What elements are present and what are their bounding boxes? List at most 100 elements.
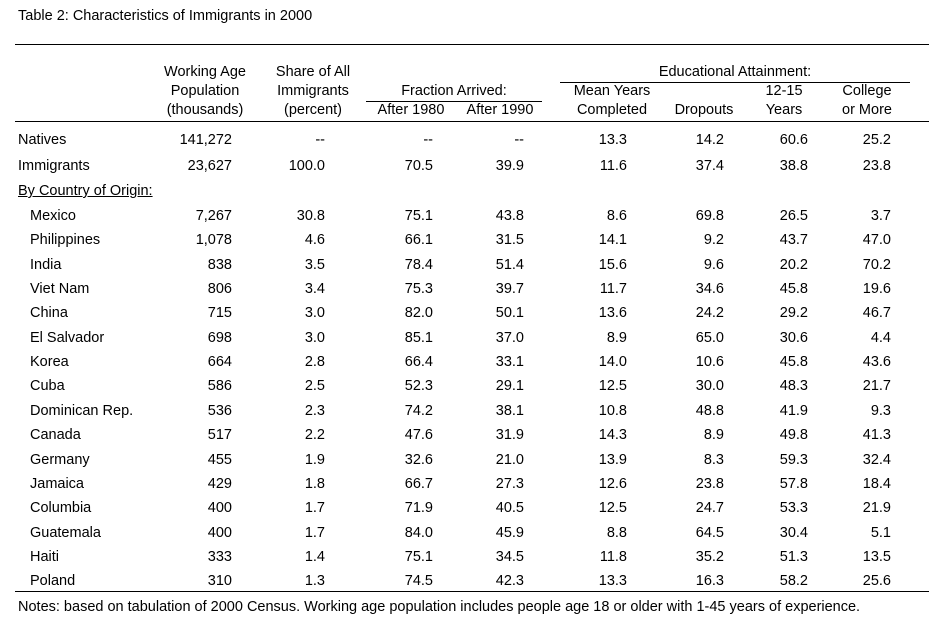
cell-college-or-more: 5.1: [870, 525, 891, 541]
cell-dropouts: 16.3: [695, 573, 724, 589]
cell-dropouts: 69.8: [695, 208, 724, 224]
cell-share-of-immigrants: 30.8: [296, 208, 325, 224]
header-after-1990: After 1990: [466, 102, 534, 118]
cell-college-or-more: 13.5: [862, 549, 891, 565]
cell-working-age-population: 1,078: [195, 232, 232, 248]
row-label: Philippines: [30, 232, 101, 248]
header-line: Years: [765, 102, 803, 118]
cell-arrived-after-1990: 39.7: [495, 281, 524, 297]
cell-college-or-more: 21.9: [862, 500, 891, 516]
cell-college-or-more: 9.3: [870, 403, 891, 419]
cell-years-12-15: 59.3: [779, 452, 808, 468]
cell-arrived-after-1980: 47.6: [404, 427, 433, 443]
cell-years-12-15: 60.6: [779, 132, 808, 148]
header-fraction-group: Fraction Arrived:: [401, 83, 507, 99]
cell-dropouts: 37.4: [695, 158, 724, 174]
cell-dropouts: 9.6: [703, 257, 724, 273]
cell-college-or-more: 19.6: [862, 281, 891, 297]
cell-working-age-population: 400: [207, 500, 232, 516]
row-label: Guatemala: [30, 525, 101, 541]
cell-mean-years-completed: 14.0: [598, 354, 627, 370]
header-line: (percent): [283, 102, 343, 118]
cell-mean-years-completed: 14.1: [598, 232, 627, 248]
cell-mean-years-completed: 8.6: [606, 208, 627, 224]
cell-mean-years-completed: 15.6: [598, 257, 627, 273]
cell-years-12-15: 29.2: [779, 305, 808, 321]
cell-arrived-after-1980: 74.5: [404, 573, 433, 589]
cell-working-age-population: 455: [207, 452, 232, 468]
cell-arrived-after-1990: 45.9: [495, 525, 524, 541]
row-label: El Salvador: [30, 330, 105, 346]
cell-years-12-15: 38.8: [779, 158, 808, 174]
cell-share-of-immigrants: 2.5: [304, 378, 325, 394]
header-edu-group: Educational Attainment:: [658, 64, 812, 80]
cell-mean-years-completed: 11.8: [599, 549, 627, 565]
cell-mean-years-completed: 13.3: [598, 573, 627, 589]
cell-arrived-after-1990: 43.8: [495, 208, 524, 224]
cell-arrived-after-1980: --: [423, 132, 433, 148]
cell-share-of-immigrants: 2.3: [304, 403, 325, 419]
cell-share-of-immigrants: 100.0: [288, 158, 325, 174]
cell-years-12-15: 49.8: [779, 427, 808, 443]
header-dropouts: Dropouts: [674, 102, 734, 118]
cell-college-or-more: 46.7: [862, 305, 891, 321]
cell-arrived-after-1990: 29.1: [495, 378, 524, 394]
header-working-age: Working Age Population (thousands): [150, 63, 260, 120]
cell-years-12-15: 30.6: [779, 330, 808, 346]
cell-years-12-15: 26.5: [779, 208, 808, 224]
cell-arrived-after-1990: 42.3: [495, 573, 524, 589]
cell-share-of-immigrants: 4.6: [304, 232, 325, 248]
header-college: College or More: [824, 82, 910, 120]
header-share: Share of All Immigrants (percent): [258, 63, 368, 120]
cell-working-age-population: 517: [207, 427, 232, 443]
cell-mean-years-completed: 10.8: [598, 403, 627, 419]
cell-arrived-after-1980: 52.3: [404, 378, 433, 394]
fraction-group-rule: [366, 101, 542, 102]
edu-group-rule: [560, 82, 910, 83]
cell-working-age-population: 7,267: [195, 208, 232, 224]
header-12-15-years: 12-15 Years: [744, 82, 824, 120]
row-label: Natives: [18, 132, 67, 148]
header-line: 12-15: [765, 83, 803, 99]
cell-arrived-after-1980: 66.1: [404, 232, 433, 248]
cell-arrived-after-1980: 75.1: [404, 549, 433, 565]
row-label: Haiti: [30, 549, 60, 565]
cell-share-of-immigrants: 3.0: [304, 330, 325, 346]
top-rule: [15, 44, 929, 45]
cell-share-of-immigrants: 1.7: [304, 500, 325, 516]
cell-years-12-15: 41.9: [779, 403, 808, 419]
header-line: Working Age: [164, 64, 246, 80]
cell-mean-years-completed: 13.3: [598, 132, 627, 148]
cell-arrived-after-1990: 31.9: [495, 427, 524, 443]
cell-working-age-population: 141,272: [179, 132, 232, 148]
cell-share-of-immigrants: 1.4: [304, 549, 325, 565]
cell-dropouts: 64.5: [695, 525, 724, 541]
cell-arrived-after-1980: 85.1: [404, 330, 433, 346]
row-label: India: [30, 257, 62, 273]
row-label: Columbia: [30, 500, 92, 516]
cell-college-or-more: 32.4: [862, 452, 891, 468]
row-label: Jamaica: [30, 476, 84, 492]
header-line: or More: [842, 102, 892, 118]
cell-dropouts: 10.6: [695, 354, 724, 370]
cell-arrived-after-1990: 38.1: [495, 403, 524, 419]
cell-dropouts: 48.8: [695, 403, 724, 419]
cell-arrived-after-1990: 37.0: [495, 330, 524, 346]
cell-years-12-15: 43.7: [779, 232, 808, 248]
header-after-1980: After 1980: [377, 102, 445, 118]
cell-dropouts: 24.7: [695, 500, 724, 516]
header-line: Mean Years: [573, 83, 651, 99]
cell-arrived-after-1990: 27.3: [495, 476, 524, 492]
cell-working-age-population: 586: [207, 378, 232, 394]
cell-arrived-after-1980: 66.7: [404, 476, 433, 492]
cell-share-of-immigrants: 2.8: [304, 354, 325, 370]
row-label: Mexico: [30, 208, 76, 224]
cell-dropouts: 24.2: [695, 305, 724, 321]
cell-college-or-more: 21.7: [862, 378, 891, 394]
cell-years-12-15: 53.3: [779, 500, 808, 516]
cell-dropouts: 9.2: [703, 232, 724, 248]
cell-arrived-after-1980: 78.4: [404, 257, 433, 273]
cell-mean-years-completed: 11.7: [599, 281, 627, 297]
cell-dropouts: 14.2: [695, 132, 724, 148]
